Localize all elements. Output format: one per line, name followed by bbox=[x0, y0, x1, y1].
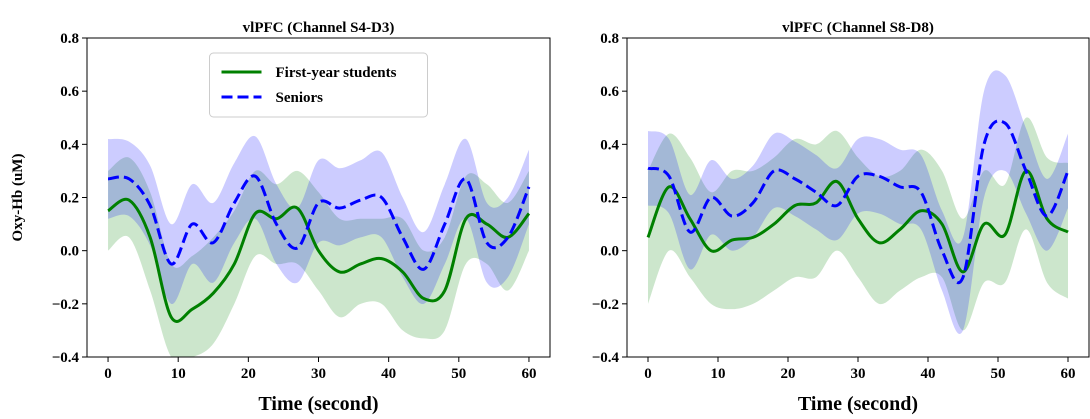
y-axis-label: Oxy-Hb (uM) bbox=[10, 154, 26, 242]
line bbox=[646, 169, 1069, 274]
y-tick-label: −0.2 bbox=[52, 297, 79, 313]
x-tick-label: 60 bbox=[1061, 366, 1076, 382]
y-tick-label: 0.4 bbox=[600, 137, 619, 153]
y-tick-label: 0.8 bbox=[600, 31, 619, 47]
legend-label: First-year students bbox=[276, 65, 397, 81]
confidence-band bbox=[108, 135, 529, 305]
y-tick-label: 0.0 bbox=[600, 244, 619, 260]
x-tick-label: 20 bbox=[781, 366, 796, 382]
y-tick-label: 0.8 bbox=[60, 31, 79, 47]
y-tick-label: 0.2 bbox=[600, 191, 619, 207]
line bbox=[107, 174, 531, 271]
legend-label: Seniors bbox=[276, 90, 324, 106]
y-tick-label: 0.6 bbox=[60, 84, 79, 100]
y-tick-label: −0.4 bbox=[592, 350, 620, 366]
chart-title: vlPFC (Channel S4-D3) bbox=[243, 20, 395, 36]
x-tick-label: 0 bbox=[104, 366, 112, 382]
y-tick-label: 0.4 bbox=[60, 137, 79, 153]
x-axis-label: Time (second) bbox=[798, 393, 918, 415]
line bbox=[647, 119, 1070, 285]
x-tick-label: 10 bbox=[711, 366, 726, 382]
x-tick-label: 30 bbox=[311, 366, 326, 382]
y-tick-label: 0.6 bbox=[600, 84, 619, 100]
chart-title: vlPFC (Channel S8-D8) bbox=[782, 20, 934, 36]
x-tick-label: 60 bbox=[521, 366, 536, 382]
x-tick-label: 50 bbox=[991, 366, 1006, 382]
x-tick-label: 20 bbox=[241, 366, 256, 382]
x-tick-label: 0 bbox=[644, 366, 652, 382]
x-tick-label: 10 bbox=[171, 366, 186, 382]
x-tick-label: 40 bbox=[921, 366, 936, 382]
confidence-band bbox=[648, 70, 1068, 335]
legend-box bbox=[209, 52, 428, 118]
plot-area bbox=[646, 70, 1070, 335]
line bbox=[107, 197, 531, 323]
y-tick-label: −0.2 bbox=[592, 297, 619, 313]
x-axis-label: Time (second) bbox=[258, 393, 378, 415]
plot-area bbox=[107, 135, 531, 357]
confidence-band bbox=[108, 157, 529, 357]
y-tick-label: −0.4 bbox=[52, 350, 80, 366]
y-tick-label: 0.2 bbox=[60, 191, 79, 207]
x-tick-label: 40 bbox=[381, 366, 396, 382]
x-tick-label: 30 bbox=[851, 366, 866, 382]
x-tick-label: 50 bbox=[451, 366, 466, 382]
y-tick-label: 0.0 bbox=[60, 244, 79, 260]
